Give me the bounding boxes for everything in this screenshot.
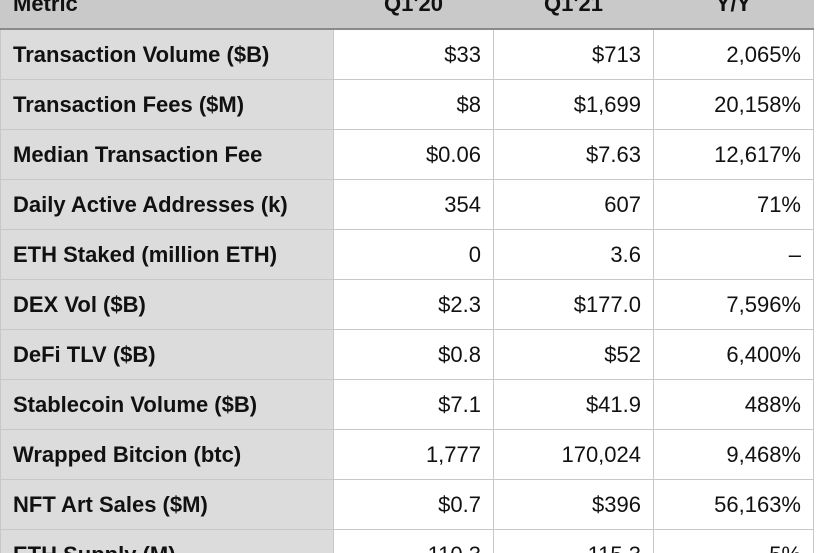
metric-cell: Daily Active Addresses (k)	[0, 179, 334, 230]
value-cell: 12,617%	[653, 129, 814, 180]
value-cell: $396	[493, 479, 654, 530]
value-cell: 56,163%	[653, 479, 814, 530]
value-cell: 5%	[653, 529, 814, 553]
metric-cell: Transaction Fees ($M)	[0, 79, 334, 130]
header-cell: Q1'21	[493, 0, 654, 30]
header-cell: Y/Y	[653, 0, 814, 30]
metric-cell: ETH Staked (million ETH)	[0, 229, 334, 280]
metric-cell: NFT Art Sales ($M)	[0, 479, 334, 530]
value-cell: $2.3	[333, 279, 494, 330]
table-row: DEX Vol ($B) $2.3 $177.0 7,596%	[0, 279, 814, 330]
table-row: ETH Staked (million ETH) 0 3.6–	[0, 229, 814, 280]
table-row: Median Transaction Fee $0.06 $7.63 12,617%	[0, 129, 814, 180]
table-row: ETH Supply (M)110.3115.35%	[0, 529, 814, 553]
value-cell: $8	[333, 79, 494, 130]
value-cell: $1,699	[493, 79, 654, 130]
table-row: Wrapped Bitcion (btc) 1,777 170,024 9,468%	[0, 429, 814, 480]
value-cell: 7,596%	[653, 279, 814, 330]
metric-cell: DEX Vol ($B)	[0, 279, 334, 330]
metric-cell: Transaction Volume ($B)	[0, 28, 334, 80]
metric-cell: ETH Supply (M)	[0, 529, 334, 553]
value-cell: 110.3	[333, 529, 494, 553]
table-row: DeFi TLV ($B) $0.8 $52 6,400%	[0, 329, 814, 380]
value-cell: 3.6	[493, 229, 654, 280]
header-row: Metric Q1'20 Q1'21 Y/Y	[0, 0, 814, 30]
table-row: Transaction Fees ($M) $8 $1,699 20,158%	[0, 79, 814, 130]
value-cell: 0	[333, 229, 494, 280]
value-cell: 6,400%	[653, 329, 814, 380]
table-row: Daily Active Addresses (k) 354 607 71%	[0, 179, 814, 230]
value-cell: 2,065%	[653, 28, 814, 80]
value-cell: $52	[493, 329, 654, 380]
value-cell: 607	[493, 179, 654, 230]
value-cell: 9,468%	[653, 429, 814, 480]
value-cell: $7.1	[333, 379, 494, 430]
metric-cell: DeFi TLV ($B)	[0, 329, 334, 380]
value-cell: 170,024	[493, 429, 654, 480]
value-cell: $0.7	[333, 479, 494, 530]
value-cell: $713	[493, 28, 654, 80]
value-cell: $0.06	[333, 129, 494, 180]
value-cell: 20,158%	[653, 79, 814, 130]
value-cell: 115.3	[493, 529, 654, 553]
header-cell: Metric	[0, 0, 334, 30]
value-cell: $177.0	[493, 279, 654, 330]
table-row: NFT Art Sales ($M) $0.7 $396 56,163%	[0, 479, 814, 530]
header-cell: Q1'20	[333, 0, 494, 30]
value-cell: 354	[333, 179, 494, 230]
value-cell: $0.8	[333, 329, 494, 380]
value-cell: $7.63	[493, 129, 654, 180]
value-cell: –	[653, 229, 814, 280]
table-row: Stablecoin Volume ($B) $7.1 $41.9 488%	[0, 379, 814, 430]
metric-cell: Median Transaction Fee	[0, 129, 334, 180]
metric-cell: Stablecoin Volume ($B)	[0, 379, 334, 430]
value-cell: $33	[333, 28, 494, 80]
value-cell: 71%	[653, 179, 814, 230]
value-cell: 1,777	[333, 429, 494, 480]
metric-cell: Wrapped Bitcion (btc)	[0, 429, 334, 480]
table-row: Transaction Volume ($B) $33 $713 2,065%	[0, 28, 814, 80]
value-cell: $41.9	[493, 379, 654, 430]
value-cell: 488%	[653, 379, 814, 430]
